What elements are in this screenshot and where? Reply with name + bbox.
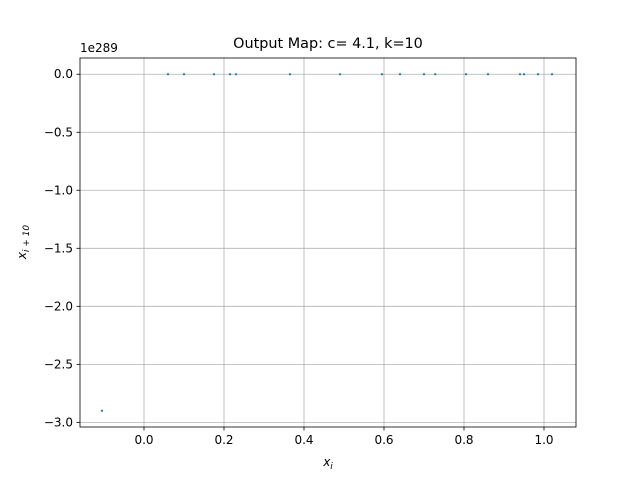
x-tick-label: 0.2 [214, 433, 233, 447]
x-tick-label: 0.6 [374, 433, 393, 447]
y-tick-label: −2.5 [44, 357, 73, 371]
x-axis-label: xi [322, 455, 333, 472]
x-tick-label: 0.4 [294, 433, 313, 447]
data-point [464, 73, 468, 76]
data-point [182, 73, 186, 76]
plot-frame [79, 57, 577, 428]
y-tick-label: −2.0 [44, 299, 73, 313]
y-tick-label: 0.0 [54, 67, 73, 81]
data-points [100, 73, 554, 412]
data-point [100, 409, 104, 412]
y-axis-ticks: 0.0 −0.5 −1.0 −1.5 −2.0 −2.5 −3.0 [44, 67, 80, 429]
y-axis-label-base: x [15, 251, 29, 260]
grid [80, 58, 576, 427]
data-point [486, 73, 490, 76]
data-point [166, 73, 170, 76]
data-point [536, 73, 540, 76]
data-point [212, 73, 216, 76]
x-axis-ticks: 0.0 0.2 0.4 0.6 0.8 1.0 [134, 427, 554, 447]
y-axis-label-subscript: i + 10 [22, 225, 32, 252]
data-point [380, 73, 384, 76]
data-point [522, 73, 526, 76]
data-point [422, 73, 426, 76]
y-axis-label: xi + 10 [15, 225, 32, 261]
data-point [288, 73, 292, 76]
data-point [518, 73, 522, 76]
y-tick-label: −3.0 [44, 415, 73, 429]
data-point [550, 73, 554, 76]
y-tick-label: −0.5 [44, 125, 73, 139]
data-point [338, 73, 342, 76]
x-tick-label: 1.0 [534, 433, 553, 447]
x-tick-label: 0.0 [134, 433, 153, 447]
data-point [228, 73, 232, 76]
data-point [434, 73, 437, 76]
x-tick-label: 0.8 [454, 433, 473, 447]
y-tick-label: −1.5 [44, 241, 73, 255]
y-tick-label: −1.0 [44, 183, 73, 197]
x-axis-label-base: x [322, 455, 331, 469]
data-point [234, 73, 238, 76]
data-point [398, 73, 402, 76]
chart-title: Output Map: c= 4.1, k=10 [233, 36, 423, 52]
y-axis-offset-label: 1e289 [80, 41, 118, 55]
x-axis-label-subscript: i [330, 462, 333, 472]
